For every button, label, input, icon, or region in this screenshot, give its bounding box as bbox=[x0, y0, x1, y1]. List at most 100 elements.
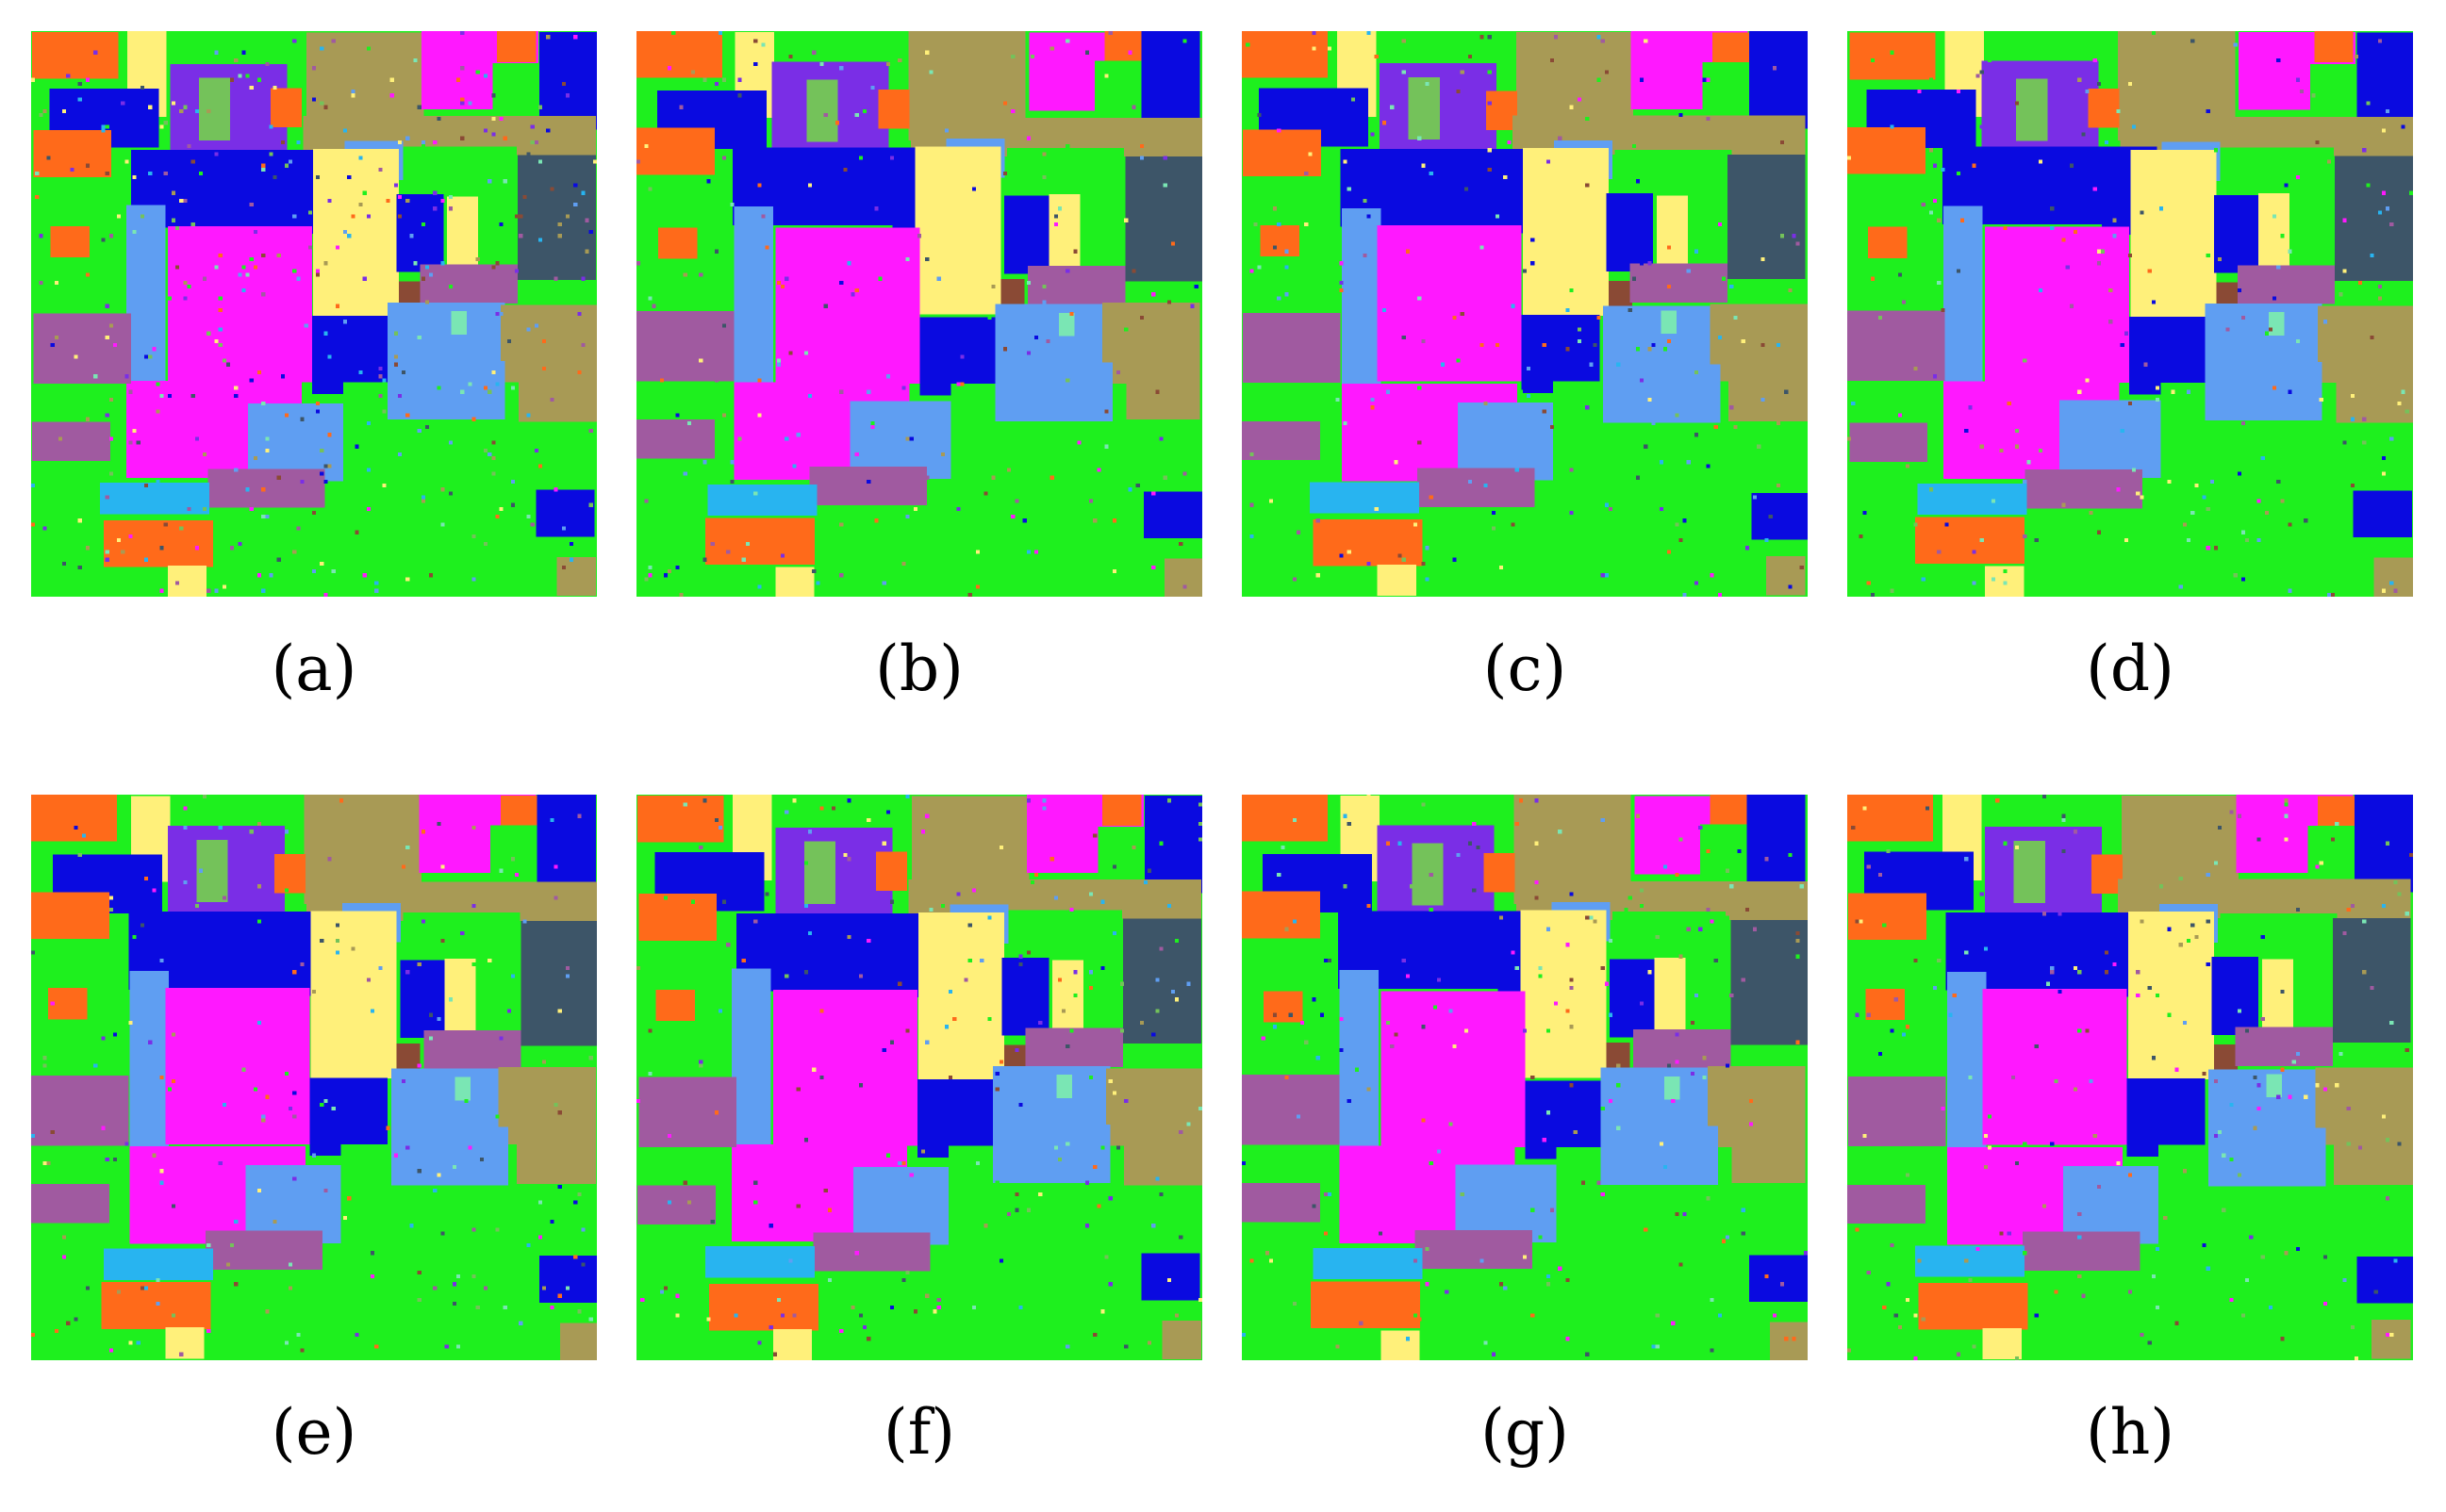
noise-pixel bbox=[898, 58, 902, 63]
noise-pixel bbox=[812, 1067, 817, 1072]
noise-pixel bbox=[706, 179, 711, 184]
noise-pixel bbox=[1890, 124, 1894, 129]
noise-pixel bbox=[1999, 448, 2004, 452]
noise-pixel bbox=[734, 1313, 738, 1318]
noise-pixel bbox=[917, 234, 922, 238]
noise-pixel bbox=[2346, 1142, 2351, 1146]
noise-pixel bbox=[183, 280, 188, 285]
noise-pixel bbox=[1335, 1344, 1340, 1349]
noise-pixel bbox=[1795, 954, 1800, 959]
noise-pixel bbox=[2331, 592, 2336, 597]
noise-pixel bbox=[2397, 402, 2402, 406]
noise-pixel bbox=[31, 77, 36, 82]
field-region-mauve bbox=[1629, 263, 1727, 303]
noise-pixel bbox=[792, 464, 797, 468]
noise-pixel bbox=[1011, 108, 1016, 113]
field-region-mint bbox=[451, 311, 468, 335]
noise-pixel bbox=[2136, 491, 2140, 496]
noise-pixel bbox=[785, 436, 789, 441]
noise-pixel bbox=[35, 194, 40, 199]
noise-pixel bbox=[1429, 908, 1433, 912]
noise-pixel bbox=[1038, 1192, 1043, 1197]
field-region-orange bbox=[658, 227, 698, 259]
noise-pixel bbox=[171, 101, 176, 106]
noise-pixel bbox=[2397, 1142, 2402, 1146]
noise-pixel bbox=[468, 101, 472, 106]
noise-pixel bbox=[726, 550, 731, 554]
noise-pixel bbox=[1468, 54, 1473, 58]
noise-pixel bbox=[1616, 1126, 1621, 1130]
noise-pixel bbox=[437, 821, 441, 827]
noise-pixel bbox=[2315, 1083, 2320, 1088]
noise-pixel bbox=[905, 515, 910, 519]
noise-pixel bbox=[382, 484, 387, 488]
noise-pixel bbox=[440, 864, 445, 869]
noise-pixel bbox=[2116, 487, 2121, 492]
noise-pixel bbox=[156, 382, 160, 386]
noise-pixel bbox=[2108, 288, 2113, 293]
field-region-orange bbox=[1311, 1281, 1421, 1329]
noise-pixel bbox=[1678, 837, 1683, 842]
noise-pixel bbox=[659, 378, 664, 383]
noise-pixel bbox=[234, 1282, 239, 1287]
field-region-yellow bbox=[1377, 565, 1416, 597]
noise-pixel bbox=[280, 374, 285, 379]
noise-pixel bbox=[2085, 1028, 2090, 1033]
noise-pixel bbox=[796, 1204, 801, 1208]
field-region-green bbox=[1612, 912, 1730, 951]
noise-pixel bbox=[132, 1087, 137, 1092]
noise-pixel bbox=[1729, 284, 1734, 289]
noise-pixel bbox=[885, 810, 890, 814]
noise-pixel bbox=[1518, 798, 1523, 803]
noise-pixel bbox=[1425, 81, 1430, 86]
noise-pixel bbox=[1855, 1012, 1859, 1017]
noise-pixel bbox=[77, 81, 82, 86]
noise-pixel bbox=[1491, 526, 1496, 531]
noise-pixel bbox=[1585, 1142, 1590, 1146]
classification-map-canvas bbox=[31, 31, 597, 597]
noise-pixel bbox=[2377, 39, 2382, 43]
noise-pixel bbox=[1514, 468, 1519, 472]
noise-pixel bbox=[2288, 1094, 2292, 1099]
classification-map-canvas bbox=[636, 795, 1202, 1360]
noise-pixel bbox=[62, 1235, 67, 1240]
noise-pixel bbox=[1170, 241, 1176, 246]
noise-pixel bbox=[2038, 159, 2042, 164]
field-region-orange bbox=[2091, 854, 2124, 895]
noise-pixel bbox=[452, 1301, 457, 1307]
field-region-yellow bbox=[1656, 195, 1688, 274]
field-region-orange bbox=[1260, 225, 1299, 257]
noise-pixel bbox=[506, 1337, 511, 1341]
noise-pixel bbox=[2112, 961, 2117, 967]
noise-pixel bbox=[1928, 471, 1934, 476]
noise-pixel bbox=[581, 276, 586, 281]
field-region-orange bbox=[1242, 891, 1320, 939]
field-region-mauve bbox=[31, 1075, 129, 1146]
noise-pixel bbox=[1640, 888, 1644, 893]
noise-pixel bbox=[2077, 1211, 2082, 1216]
noise-pixel bbox=[714, 249, 719, 254]
noise-pixel bbox=[1124, 218, 1129, 222]
field-region-mauve bbox=[1025, 1027, 1123, 1067]
noise-pixel bbox=[105, 550, 109, 554]
noise-pixel bbox=[1339, 280, 1344, 285]
noise-pixel bbox=[1456, 358, 1461, 363]
noise-pixel bbox=[1616, 1063, 1621, 1068]
noise-pixel bbox=[148, 171, 153, 176]
noise-pixel bbox=[1436, 1149, 1442, 1154]
noise-pixel bbox=[2256, 1266, 2261, 1271]
noise-pixel bbox=[292, 214, 297, 219]
noise-pixel bbox=[2127, 253, 2133, 257]
noise-pixel bbox=[117, 537, 122, 543]
noise-pixel bbox=[546, 331, 551, 336]
noise-pixel bbox=[1624, 908, 1628, 912]
noise-pixel bbox=[2218, 826, 2223, 830]
noise-pixel bbox=[2272, 296, 2277, 301]
noise-pixel bbox=[1608, 506, 1613, 511]
noise-pixel bbox=[2335, 821, 2339, 827]
field-region-mint bbox=[1059, 312, 1075, 337]
field-region-light-blue bbox=[2208, 1127, 2326, 1187]
field-region-magenta bbox=[1985, 226, 2130, 384]
noise-pixel bbox=[140, 214, 144, 219]
noise-pixel bbox=[42, 1056, 47, 1060]
